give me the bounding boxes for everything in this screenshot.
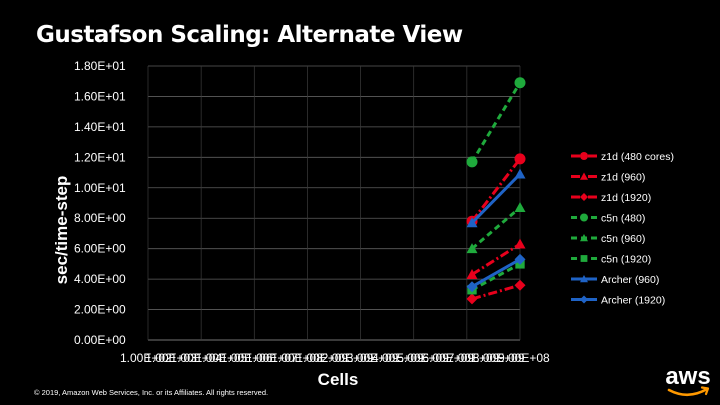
legend-item: z1d (1920) xyxy=(571,192,651,204)
data-point xyxy=(514,253,526,265)
y-tick-label: 2.00E+00 xyxy=(74,303,126,317)
data-point xyxy=(514,238,526,249)
data-point xyxy=(466,156,478,168)
x-tick-label: 1.00E+02 xyxy=(120,351,172,365)
legend: z1d (480 cores) z1d (960) z1d (1920) c5n (4… xyxy=(571,151,674,307)
x-tick-label: 1.00E+06 xyxy=(221,351,273,365)
legend-label: Archer (1920) xyxy=(601,295,665,307)
x-tick-labels: 1.00E+021.00E+031.00E+041.00E+051.00E+06… xyxy=(120,351,550,365)
data-point xyxy=(580,213,588,222)
x-tick-label: 8.00E+09 xyxy=(473,351,525,365)
data-point xyxy=(466,281,478,293)
data-point xyxy=(580,152,588,160)
y-tick-label: 1.40E+01 xyxy=(74,120,126,134)
x-tick-label: 5.00E+09 xyxy=(397,351,449,365)
slide-title: Gustafson Scaling: Alternate View xyxy=(36,22,463,48)
x-tick-label: 1.00E+07 xyxy=(246,351,298,365)
legend-label: c5n (1920) xyxy=(601,254,651,266)
y-tick-label: 0.00E+00 xyxy=(74,333,126,347)
legend-item: z1d (480 cores) xyxy=(571,151,674,163)
data-point xyxy=(580,172,588,180)
series-line xyxy=(470,81,522,163)
x-tick-label: 3.00E+09 xyxy=(347,351,399,365)
data-point xyxy=(514,153,526,165)
data-point xyxy=(466,269,478,279)
x-tick-label: 1.00E+09 xyxy=(296,351,348,365)
series-archer-1920 xyxy=(466,253,526,293)
series-c5n-480 xyxy=(466,77,526,168)
series-line xyxy=(471,206,521,250)
legend-label: z1d (1920) xyxy=(601,192,651,204)
legend-item: c5n (960) xyxy=(571,233,645,245)
legend-item: z1d (960) xyxy=(571,172,645,184)
legend-label: c5n (960) xyxy=(601,233,645,245)
data-point xyxy=(580,295,588,304)
legend-label: z1d (480 cores) xyxy=(601,151,674,163)
legend-item: Archer (960) xyxy=(571,274,659,286)
data-point xyxy=(514,77,526,89)
y-tick-label: 4.00E+00 xyxy=(74,272,126,286)
x-tick-label: 4.00E+09 xyxy=(372,351,424,365)
x-tick-label: 6.00E+09 xyxy=(422,351,474,365)
x-tick-label: 1.00E+04 xyxy=(170,351,222,365)
data-point xyxy=(466,243,478,254)
legend-label: z1d (960) xyxy=(601,172,645,184)
legend-label: c5n (480) xyxy=(601,213,645,225)
x-tick-label: 7.00E+09 xyxy=(448,351,500,365)
legend-item: c5n (480) xyxy=(571,213,645,225)
data-point xyxy=(580,193,588,201)
grid-lines xyxy=(147,65,521,341)
data-point xyxy=(514,279,526,291)
series-line xyxy=(471,262,521,292)
series-line xyxy=(471,283,521,301)
legend-item: Archer (1920) xyxy=(571,295,665,307)
x-tick-label: 9.00E+08 xyxy=(498,351,550,365)
y-tick-labels: 0.00E+00 2.00E+00 4.00E+00 6.00E+00 8.00E+00… xyxy=(74,59,126,347)
series-z1d-960 xyxy=(466,238,526,279)
y-axis-label: sec/time-step xyxy=(52,176,71,285)
data-point xyxy=(580,255,588,262)
legend-label: Archer (960) xyxy=(601,274,659,286)
x-tick-label: 1.00E+08 xyxy=(271,351,323,365)
series-line xyxy=(471,258,521,289)
aws-logo: aws xyxy=(665,363,711,397)
series-archer-960 xyxy=(466,168,526,228)
series-lines xyxy=(466,77,526,305)
x-tick-label: 1.00E+03 xyxy=(145,351,197,365)
series-z1d-1920 xyxy=(466,279,526,305)
series-line xyxy=(470,173,522,224)
x-tick-label: 2.00E+09 xyxy=(322,351,374,365)
data-point xyxy=(580,234,588,242)
series-line xyxy=(470,157,522,223)
data-point xyxy=(514,168,526,179)
y-tick-label: 8.00E+00 xyxy=(74,211,126,225)
series-c5n-960 xyxy=(466,202,526,254)
data-point xyxy=(466,217,478,228)
copyright-notice: © 2019, Amazon Web Services, Inc. or its… xyxy=(34,388,269,397)
data-point xyxy=(580,275,588,283)
y-tick-label: 6.00E+00 xyxy=(74,242,126,256)
data-point xyxy=(466,293,478,305)
y-tick-label: 1.80E+01 xyxy=(74,59,126,73)
series-line xyxy=(471,242,521,276)
y-tick-label: 1.00E+01 xyxy=(74,181,126,195)
x-axis-label: Cells xyxy=(318,370,359,389)
legend-item: c5n (1920) xyxy=(571,254,651,266)
y-tick-label: 1.20E+01 xyxy=(74,150,126,164)
y-tick-label: 1.60E+01 xyxy=(74,89,126,103)
x-tick-label: 1.00E+05 xyxy=(196,351,248,365)
aws-logo-text: aws xyxy=(665,363,710,390)
data-point xyxy=(514,202,526,212)
